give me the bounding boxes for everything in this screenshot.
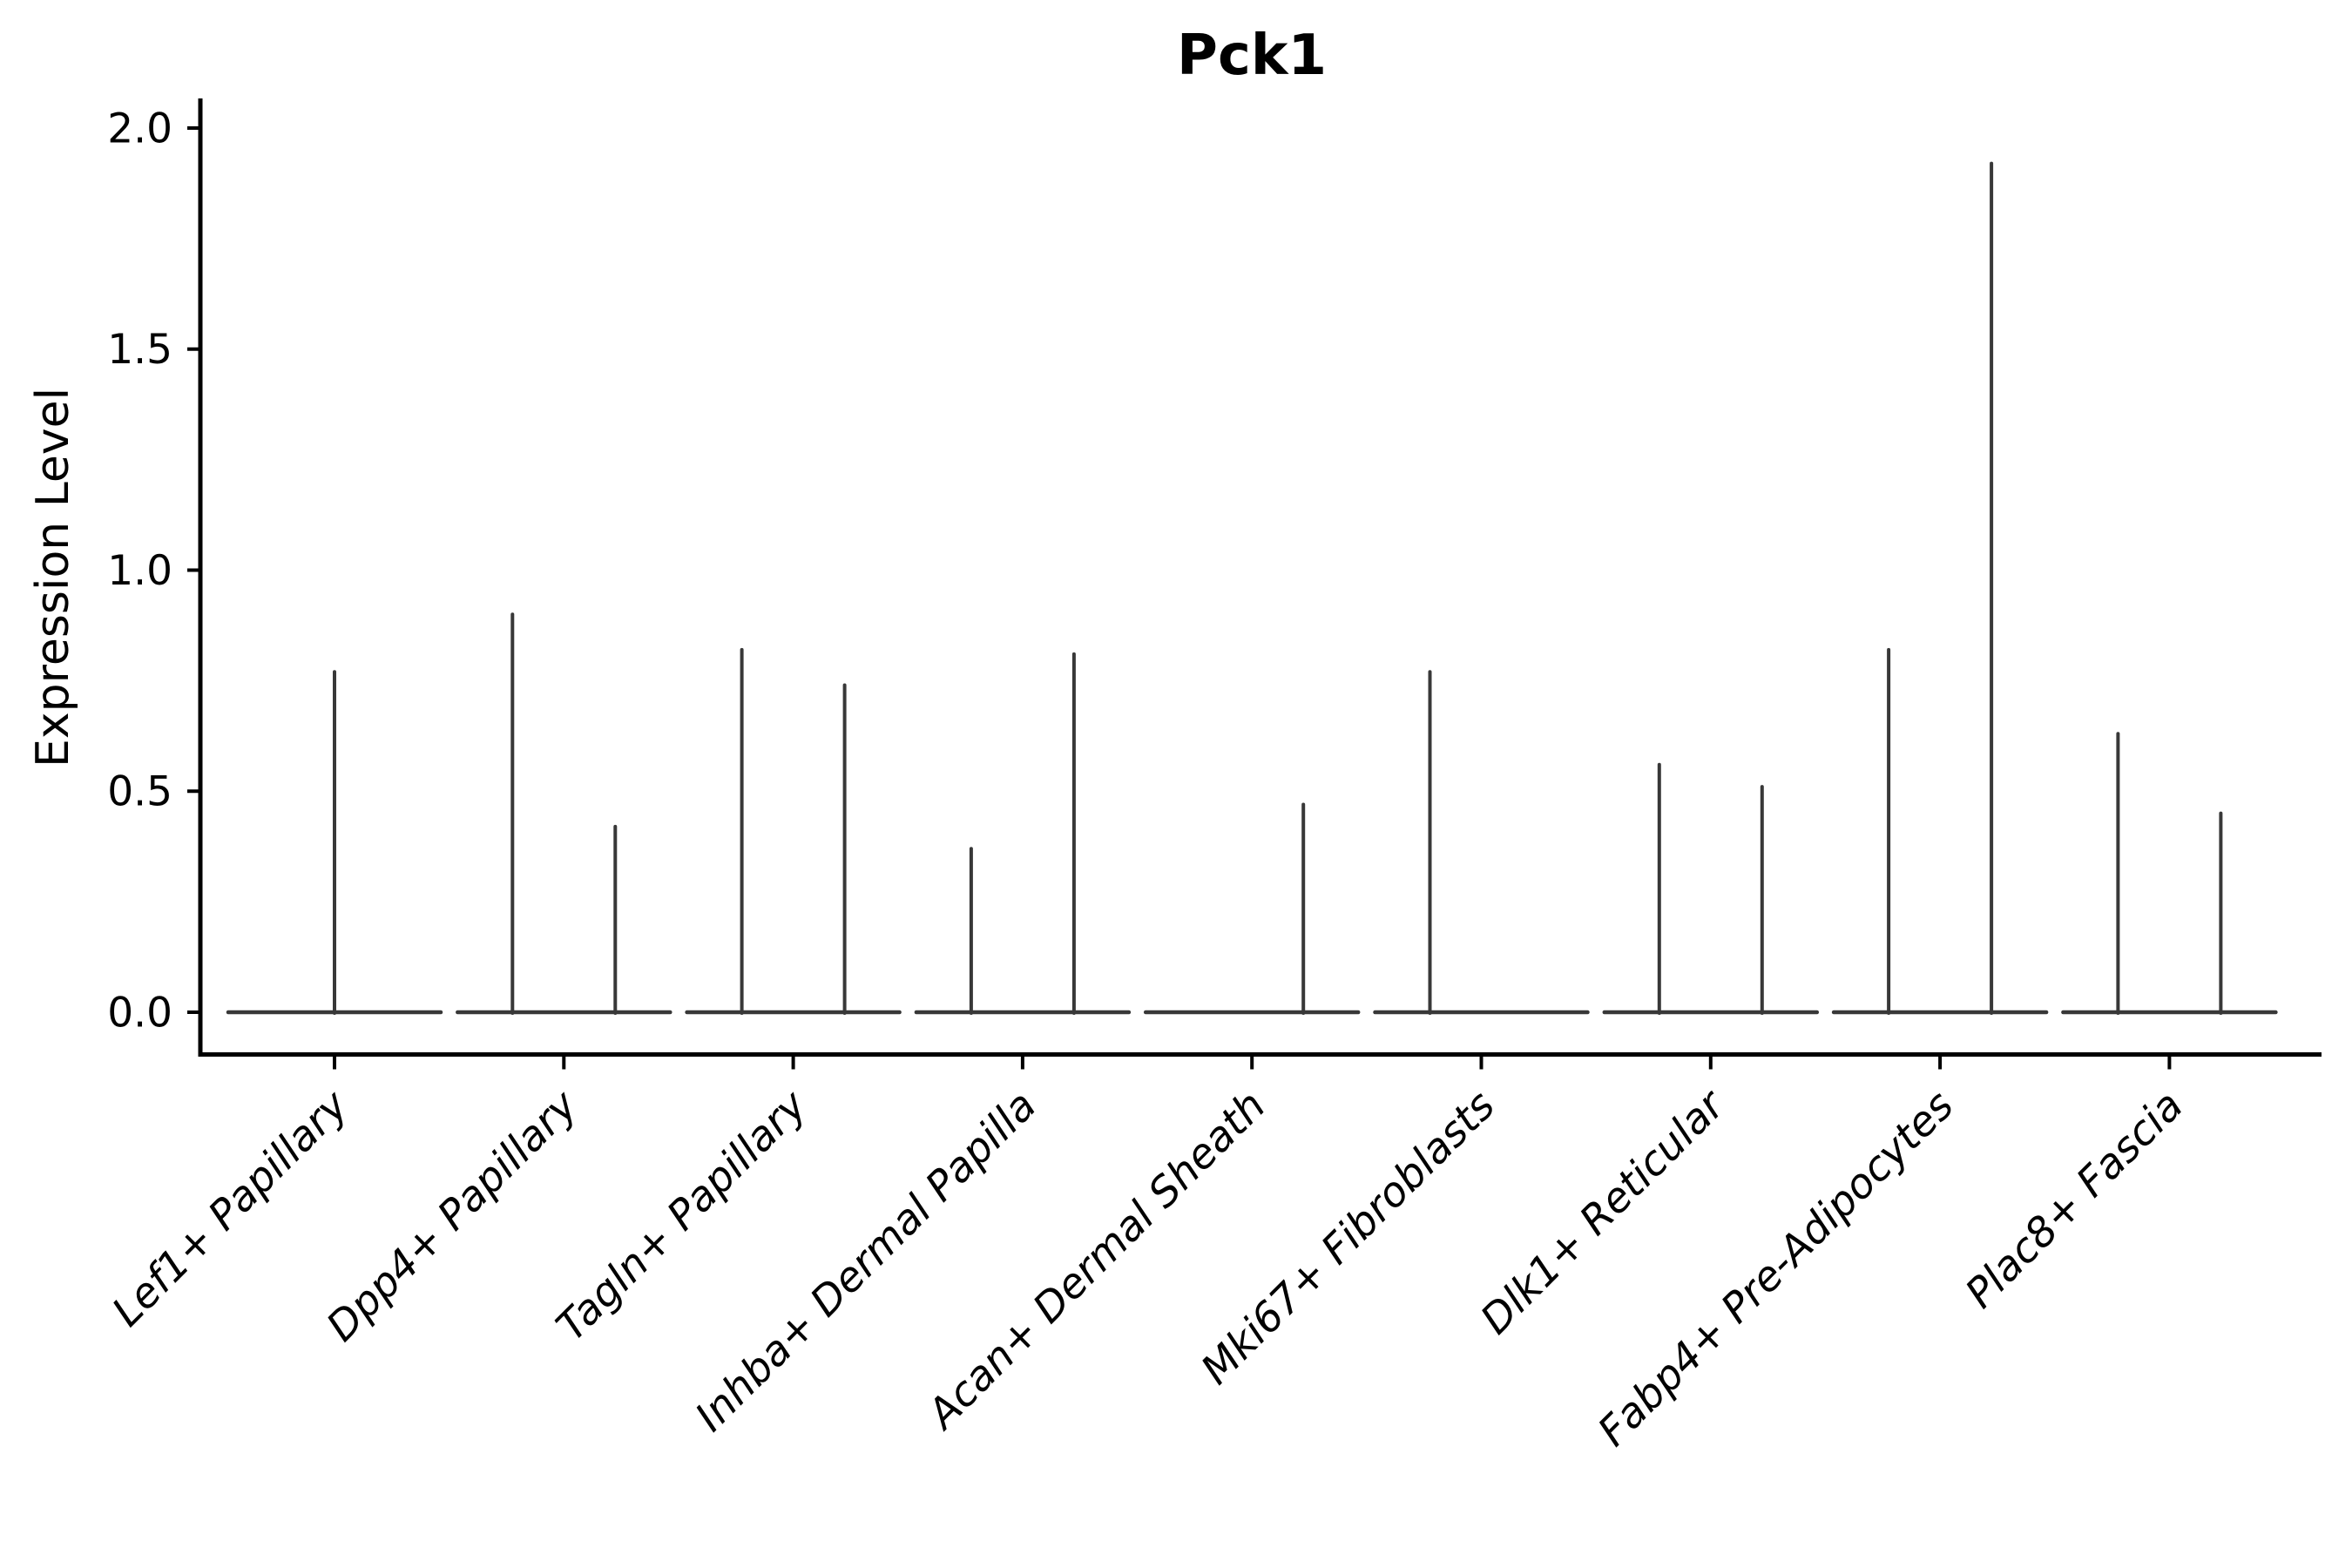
violin-5 (1143, 802, 1361, 1015)
x-tick-label: Tagln+ Papillary (547, 1081, 817, 1351)
violins (226, 161, 2278, 1015)
violin-9 (2061, 732, 2278, 1015)
x-tick-label: Dlk1+ Reticular (1471, 1080, 1735, 1344)
violin-1 (226, 670, 443, 1015)
violin-4 (914, 652, 1132, 1015)
x-tick-label: Lef1+ Papillary (103, 1081, 358, 1336)
y-axis-ticks: 0.0 0.5 1.0 1.5 2.0 (107, 105, 200, 1037)
y-tick-label: 1.5 (107, 326, 172, 374)
violin-7 (1602, 762, 1820, 1015)
x-tick-label: Plac8+ Fascia (1957, 1082, 2193, 1318)
y-tick-label: 0.5 (107, 768, 172, 816)
y-tick-label: 2.0 (107, 105, 172, 152)
violin-3 (685, 647, 902, 1015)
violin-8 (1831, 161, 2049, 1015)
x-tick-label: Dpp4+ Papillary (318, 1081, 588, 1351)
y-axis-label: Expression Level (27, 388, 79, 767)
y-tick-label: 1.0 (107, 547, 172, 595)
axes (198, 98, 2322, 1057)
y-tick-label: 0.0 (107, 989, 172, 1037)
violin-6 (1373, 670, 1590, 1015)
violin-2 (456, 612, 672, 1015)
chart-title: Pck1 (1177, 24, 1327, 88)
